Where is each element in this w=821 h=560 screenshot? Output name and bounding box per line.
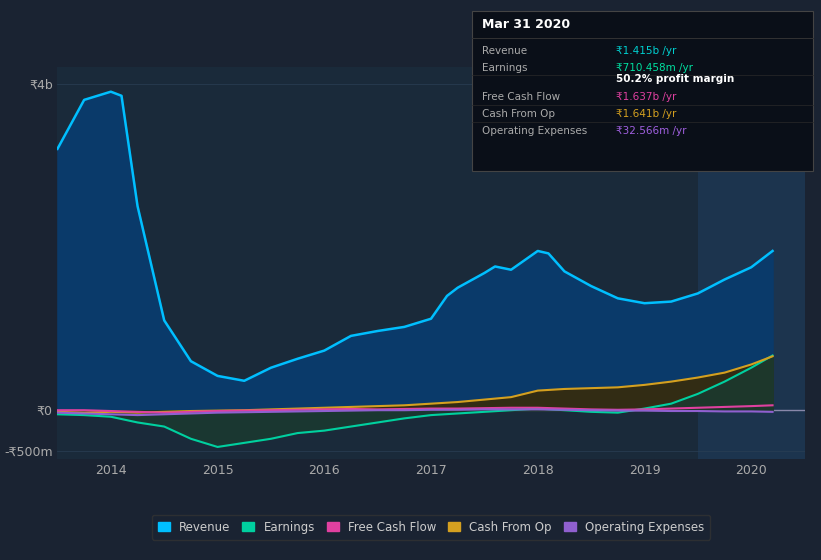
Text: ₹1.415b /yr: ₹1.415b /yr — [616, 46, 677, 56]
Text: Revenue: Revenue — [482, 46, 527, 56]
Text: Mar 31 2020: Mar 31 2020 — [482, 18, 570, 31]
Text: Free Cash Flow: Free Cash Flow — [482, 92, 560, 102]
Text: Cash From Op: Cash From Op — [482, 109, 555, 119]
Text: ₹1.641b /yr: ₹1.641b /yr — [616, 109, 677, 119]
Text: Operating Expenses: Operating Expenses — [482, 126, 587, 136]
Text: 50.2% profit margin: 50.2% profit margin — [616, 74, 734, 84]
Text: ₹1.637b /yr: ₹1.637b /yr — [616, 92, 677, 102]
Text: Earnings: Earnings — [482, 63, 527, 73]
Text: ₹710.458m /yr: ₹710.458m /yr — [616, 63, 693, 73]
Legend: Revenue, Earnings, Free Cash Flow, Cash From Op, Operating Expenses: Revenue, Earnings, Free Cash Flow, Cash … — [152, 515, 710, 539]
Bar — [698, 67, 805, 459]
Text: ₹32.566m /yr: ₹32.566m /yr — [616, 126, 686, 136]
